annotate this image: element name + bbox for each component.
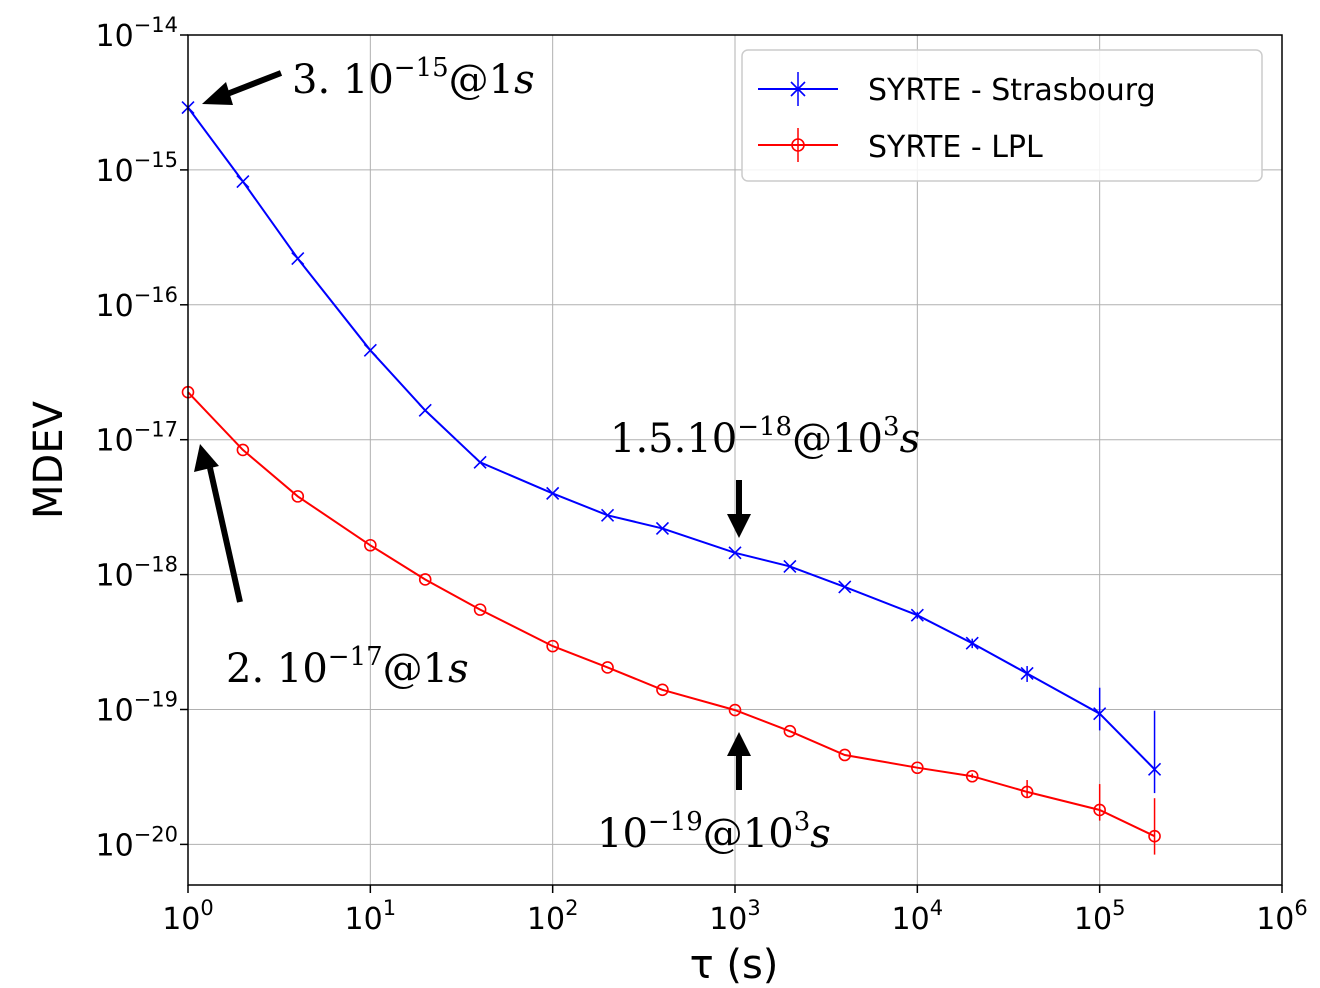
- x-tick-label: 102: [527, 896, 579, 937]
- arrowhead-strasbourg-1s: [202, 82, 233, 105]
- legend-box: [741, 49, 1263, 182]
- annotation-text-strasbourg-1s: 3. 10−15@1s: [292, 53, 535, 103]
- annotation-lpl-1000s: 10−19@103s: [597, 732, 831, 857]
- data-point: [236, 174, 250, 189]
- x-tick-label: 103: [709, 896, 761, 937]
- x-tick-label: 100: [162, 896, 214, 937]
- legend-entry-lpl: SYRTE - LPL: [758, 128, 1043, 165]
- data-point: [546, 639, 559, 653]
- legend-label-strasbourg: SYRTE - Strasbourg: [868, 73, 1156, 108]
- data-point: [1147, 762, 1162, 776]
- y-tick-label: 10−14: [95, 13, 178, 54]
- data-point: [1020, 666, 1034, 681]
- annotation-lpl-1s: 2. 10−17@1s: [194, 444, 469, 692]
- data-point: [601, 661, 614, 674]
- legend: SYRTE - Strasbourg SYRTE - LPL: [741, 49, 1263, 182]
- annotation-text-lpl-1000s: 10−19@103s: [597, 807, 831, 857]
- y-axis-label: MDEV: [26, 400, 72, 519]
- data-point: [473, 603, 487, 616]
- data-point: [838, 748, 852, 762]
- arrowhead-lpl-1000s: [727, 732, 751, 756]
- series-lpl: [181, 385, 1161, 855]
- data-point: [911, 761, 924, 775]
- data-point: [728, 703, 742, 717]
- data-point: [364, 538, 377, 552]
- x-tick-label: 104: [892, 896, 944, 937]
- annotation-strasbourg-1000s: 1.5.10−18@103s: [610, 412, 920, 538]
- data-point: [965, 769, 979, 783]
- arrowhead-lpl-1s: [194, 444, 219, 472]
- y-tick-label: 10−17: [95, 418, 178, 459]
- data-point: [473, 455, 487, 469]
- data-point: [363, 343, 377, 357]
- annotations: 3. 10−15@1s 2. 10−17@1s 1.5.10−18@103s 1…: [194, 53, 920, 857]
- legend-marker-x: [790, 81, 806, 97]
- plot-series: [181, 100, 1162, 855]
- data-point: [1020, 785, 1034, 799]
- data-point: [838, 580, 852, 594]
- data-point: [1148, 829, 1161, 843]
- axis-ticks: 100 101 102 103 104 105 106 10−14 10−15 10−16 10−1…: [95, 13, 1307, 937]
- annotation-text-lpl-1s: 2. 10−17@1s: [226, 642, 469, 692]
- x-axis-label: τ (s): [690, 942, 779, 988]
- data-point: [783, 724, 797, 738]
- arrow-strasbourg-1s: [220, 70, 283, 99]
- y-tick-label: 10−19: [95, 687, 178, 728]
- data-point: [291, 252, 305, 266]
- y-tick-label: 10−15: [95, 148, 178, 189]
- series-strasbourg: [181, 100, 1162, 794]
- x-tick-label: 106: [1256, 896, 1308, 937]
- legend-marker-circle: [791, 138, 805, 152]
- data-point: [965, 636, 979, 650]
- data-point: [418, 403, 432, 417]
- data-point: [1093, 707, 1107, 721]
- series-line: [187, 391, 1156, 838]
- y-tick-label: 10−20: [95, 822, 178, 863]
- legend-entry-strasbourg: SYRTE - Strasbourg: [758, 72, 1156, 108]
- y-tick-label: 10−16: [95, 283, 178, 324]
- data-point: [910, 608, 924, 622]
- x-tick-label: 105: [1074, 896, 1126, 937]
- y-tick-label: 10−18: [95, 553, 178, 594]
- data-point: [600, 508, 615, 522]
- data-point: [728, 546, 742, 560]
- data-point: [783, 559, 797, 573]
- data-point: [546, 486, 560, 500]
- annotation-strasbourg-1s: 3. 10−15@1s: [202, 53, 535, 105]
- data-point: [656, 683, 669, 697]
- data-point: [236, 443, 250, 457]
- data-point: [418, 573, 432, 586]
- x-tick-label: 101: [345, 896, 397, 937]
- legend-label-lpl: SYRTE - LPL: [868, 130, 1043, 165]
- annotation-text-strasbourg-1000s: 1.5.10−18@103s: [610, 412, 920, 462]
- data-point: [291, 490, 305, 503]
- data-point: [655, 521, 670, 535]
- arrowhead-strasbourg-1000s: [727, 514, 751, 538]
- data-point: [1093, 803, 1106, 817]
- arrow-lpl-1s: [207, 467, 243, 603]
